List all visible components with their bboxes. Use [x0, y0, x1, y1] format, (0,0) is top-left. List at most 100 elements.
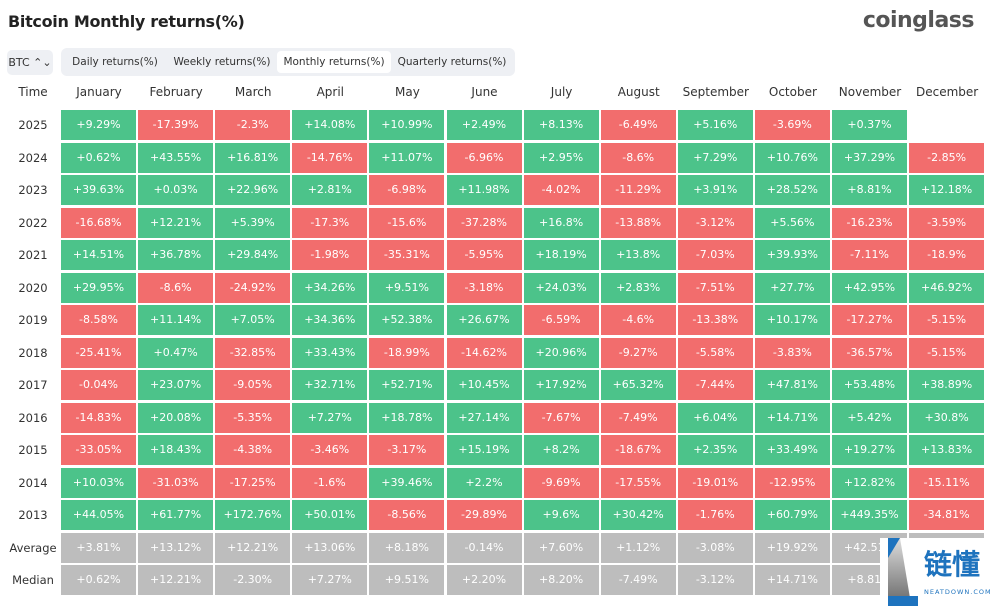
heatmap-cell: -8.6% [600, 142, 676, 173]
tab-quarterly[interactable]: Quarterly returns(%) [397, 56, 507, 68]
heatmap-cell: +5.42% [832, 402, 907, 433]
heatmap-cell: +19.27% [832, 435, 907, 465]
heatmap-cell: +11.14% [138, 305, 214, 335]
heatmap-cell: -7.49% [600, 565, 676, 595]
heatmap-cell: -0.14% [446, 532, 522, 563]
row-label: 2024 [18, 150, 48, 165]
heatmap-cell: -16.23% [832, 207, 907, 238]
heatmap-cell: +34.26% [292, 272, 368, 303]
heatmap-cell: +5.39% [215, 207, 291, 238]
heatmap-cell: +1.12% [600, 532, 676, 563]
heatmap-cell: +6.04% [677, 402, 753, 433]
heatmap-cell: -1.76% [677, 500, 753, 530]
heatmap-cell: +0.03% [138, 175, 214, 205]
heatmap-cell: -6.59% [523, 305, 599, 335]
heatmap-cell: +30.42% [600, 500, 676, 530]
heatmap-cell: -3.46% [292, 435, 368, 465]
heatmap-cell: +10.03% [61, 467, 136, 498]
heatmap-cell: -3.17% [369, 435, 445, 465]
column-header-february: February [149, 85, 203, 99]
heatmap-cell: +24.03% [523, 272, 599, 303]
heatmap-cell: +2.2% [446, 467, 522, 498]
heatmap-cell: +22.96% [215, 175, 291, 205]
heatmap-cell: +9.51% [369, 565, 445, 595]
heatmap-cell: +14.51% [61, 240, 136, 270]
heatmap-cell: -12.95% [754, 467, 830, 498]
heatmap-cell: -18.9% [909, 240, 985, 270]
heatmap-cell: +3.91% [677, 175, 753, 205]
heatmap-cell: -8.58% [61, 305, 136, 335]
coinglass-logo: coinglass [862, 8, 975, 33]
tab-monthly[interactable]: Monthly returns(%) [277, 51, 391, 73]
heatmap-cell: -9.05% [215, 370, 291, 400]
heatmap-cell: +7.05% [215, 305, 291, 335]
heatmap-cell: -6.49% [600, 110, 676, 140]
heatmap-cell: +12.18% [909, 175, 985, 205]
heatmap-cell: +2.20% [446, 565, 522, 595]
heatmap-cell: -5.58% [677, 337, 753, 368]
heatmap-cell: +18.78% [369, 402, 445, 433]
heatmap-cell: +10.45% [446, 370, 522, 400]
heatmap-cell: +65.32% [600, 370, 676, 400]
heatmap-cell: +39.46% [369, 467, 445, 498]
heatmap-cell: +18.19% [523, 240, 599, 270]
heatmap-cell: +30.8% [909, 402, 985, 433]
heatmap-cell: -14.62% [446, 337, 522, 368]
heatmap-cell: -7.49% [600, 402, 676, 433]
column-header-november: November [838, 85, 902, 99]
heatmap-cell: -13.38% [677, 305, 753, 335]
heatmap-cell: +39.93% [754, 240, 830, 270]
heatmap-cell: -33.05% [61, 435, 136, 465]
heatmap-cell: +34.36% [292, 305, 368, 335]
heatmap-cell: +8.20% [523, 565, 599, 595]
row-label: 2025 [18, 118, 48, 132]
heatmap-cell: +11.07% [369, 142, 445, 173]
heatmap-cell: +7.60% [523, 532, 599, 563]
heatmap-cell: +20.08% [138, 402, 214, 433]
row-label: 2020 [18, 280, 48, 295]
heatmap-cell: +9.51% [369, 272, 445, 303]
row-label: 2023 [18, 183, 48, 197]
heatmap-cell: -17.55% [600, 467, 676, 498]
heatmap-cell: -1.6% [292, 467, 368, 498]
heatmap-cell: +13.83% [909, 435, 985, 465]
heatmap-cell: -3.83% [754, 337, 830, 368]
row-label: 2019 [18, 313, 48, 327]
heatmap-cell: -17.3% [292, 207, 368, 238]
column-header-may: May [394, 85, 420, 99]
heatmap-cell: +50.01% [292, 500, 368, 530]
heatmap-cell: +10.76% [754, 142, 830, 173]
tab-weekly[interactable]: Weekly returns(%) [173, 56, 271, 68]
heatmap-cell: +26.67% [446, 305, 522, 335]
heatmap-cell: -3.69% [754, 110, 830, 140]
heatmap-cell: -3.08% [677, 532, 753, 563]
heatmap-cell: +8.81% [832, 175, 907, 205]
neatdown-logo-icon: 链懂 NEATDOWN.COM [888, 538, 991, 606]
heatmap-cell: -19.01% [677, 467, 753, 498]
tab-daily[interactable]: Daily returns(%) [72, 56, 158, 68]
heatmap-cell: +27.7% [754, 272, 830, 303]
heatmap-cell: -9.27% [600, 337, 676, 368]
heatmap-cell: -9.69% [523, 467, 599, 498]
column-header-september: September [682, 85, 749, 99]
heatmap-cell: -18.99% [369, 337, 445, 368]
heatmap-cell: +37.29% [832, 142, 907, 173]
heatmap-cell: -5.35% [215, 402, 291, 433]
heatmap-cell: +8.13% [523, 110, 599, 140]
heatmap-cell: -4.6% [600, 305, 676, 335]
heatmap-cell: +29.95% [61, 272, 136, 303]
row-label: 2013 [18, 508, 48, 522]
heatmap-cell: -31.03% [138, 467, 214, 498]
heatmap-cell: +0.62% [61, 565, 136, 595]
column-header-august: August [617, 85, 660, 99]
heatmap-cell: +172.76% [215, 500, 291, 530]
heatmap-cell: +14.08% [292, 110, 368, 140]
heatmap-cell: -2.3% [215, 110, 291, 140]
asset-select[interactable]: BTC ⌃⌄ [7, 50, 53, 75]
heatmap-cell: +61.77% [138, 500, 214, 530]
heatmap-cell: +19.92% [754, 532, 830, 563]
returns-tabs: Daily returns(%) Weekly returns(%) Month… [61, 48, 515, 76]
heatmap-cell: -25.41% [61, 337, 136, 368]
heatmap-cell: -17.25% [215, 467, 291, 498]
heatmap-cell: +38.89% [909, 370, 985, 400]
